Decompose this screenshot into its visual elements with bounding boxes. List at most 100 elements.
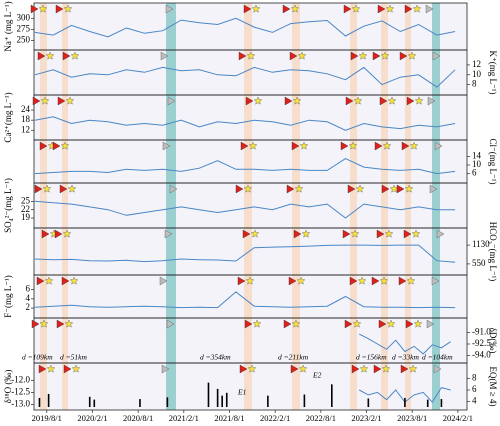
y-axis-label: F⁻(mg L⁻¹): [3, 275, 13, 317]
eq-bar: [38, 397, 41, 407]
marker-triangle: [405, 319, 414, 329]
marker-triangle: [164, 229, 173, 239]
series-line: [34, 158, 456, 175]
marker-star: [352, 319, 362, 328]
marker-star: [245, 276, 255, 285]
quake-band: [40, 3, 47, 410]
marker-star: [42, 184, 52, 193]
marker-triangle: [400, 364, 409, 374]
marker-star: [412, 4, 422, 13]
y-tick-label: 8: [472, 79, 477, 89]
marker-triangle: [434, 141, 443, 151]
marker-triangle: [162, 141, 171, 151]
x-tick-label: 2020/2/1: [77, 413, 107, 423]
marker-star: [38, 4, 48, 13]
eq-bar: [404, 397, 406, 407]
y-tick-label: 550: [472, 258, 486, 268]
marker-star: [45, 51, 55, 60]
marker-triangle: [56, 319, 65, 329]
y-axis-label: Na⁺ (mg L⁻¹): [3, 1, 13, 51]
window-band: [166, 3, 176, 410]
marker-star: [353, 96, 363, 105]
annotation: d =354km: [200, 353, 231, 362]
marker-triangle: [396, 184, 405, 194]
marker-triangle: [31, 319, 40, 329]
marker-star: [69, 276, 79, 285]
marker-star: [46, 364, 56, 373]
marker-star: [381, 364, 391, 373]
marker-triangle: [351, 364, 360, 374]
annotation: E2: [312, 371, 322, 380]
y2-tick-label: 6: [472, 384, 477, 394]
annotation: d =33km: [392, 353, 420, 362]
marker-triangle: [160, 51, 169, 61]
marker-triangle: [32, 96, 41, 106]
marker-triangle: [349, 276, 358, 286]
marker-triangle: [429, 184, 438, 194]
marker-triangle: [59, 184, 68, 194]
series-line: [34, 244, 456, 263]
eq-bar: [367, 398, 370, 407]
marker-triangle: [41, 229, 50, 239]
marker-triangle: [377, 4, 386, 14]
panel-frame: [33, 362, 468, 411]
marker-star: [290, 4, 300, 13]
marker-triangle: [55, 4, 64, 14]
marker-star: [71, 364, 81, 373]
series-line: [34, 200, 456, 219]
marker-star: [248, 141, 258, 150]
marker-star: [387, 96, 397, 105]
marker-triangle: [372, 51, 381, 61]
series-line: [34, 17, 456, 38]
series-line: [358, 333, 451, 355]
marker-star: [291, 319, 301, 328]
marker-triangle: [240, 141, 249, 151]
y-tick-label: 275: [17, 23, 31, 33]
marker-triangle: [30, 4, 39, 14]
y-tick-label: 18: [21, 114, 31, 124]
marker-triangle: [425, 4, 434, 14]
marker-star: [62, 229, 72, 238]
annotation: d =104km: [422, 353, 453, 362]
marker-triangle: [399, 51, 408, 61]
marker-triangle: [381, 184, 390, 194]
marker-star: [250, 229, 260, 238]
eq-bar: [139, 399, 141, 407]
marker-triangle: [343, 4, 352, 14]
marker-star: [297, 51, 307, 60]
y-tick-label: -94.0: [472, 349, 491, 359]
marker-star: [384, 229, 394, 238]
marker-triangle: [167, 96, 176, 106]
marker-triangle: [237, 276, 246, 286]
marker-triangle: [291, 141, 300, 151]
eq-bar: [207, 382, 210, 407]
marker-triangle: [36, 276, 45, 286]
x-tick-label: 2022/2/1: [260, 413, 290, 423]
marker-triangle: [238, 51, 247, 61]
marker-triangle: [350, 51, 359, 61]
y-tick-label: 14: [472, 150, 482, 160]
marker-star: [292, 96, 302, 105]
annotation: d =51km: [60, 353, 88, 362]
x-tick-label: 2020/8/1: [123, 413, 153, 423]
quake-band: [62, 3, 68, 410]
eq-bar: [88, 396, 91, 407]
marker-triangle: [433, 364, 442, 374]
y-axis-label: δ¹⁸O (‰): [3, 370, 13, 404]
y-tick-label: 12: [472, 59, 481, 69]
marker-triangle: [282, 4, 291, 14]
marker-triangle: [34, 184, 43, 194]
marker-triangle: [347, 184, 356, 194]
y-tick-label: -13.0: [11, 399, 30, 409]
quake-band: [350, 3, 357, 410]
marker-star: [64, 319, 74, 328]
marker-triangle: [290, 364, 299, 374]
marker-triangle: [61, 276, 70, 286]
marker-triangle: [244, 319, 253, 329]
marker-star: [414, 96, 424, 105]
marker-star: [65, 96, 75, 105]
marker-star: [296, 276, 306, 285]
eq-bar: [440, 399, 443, 407]
marker-star: [406, 276, 416, 285]
